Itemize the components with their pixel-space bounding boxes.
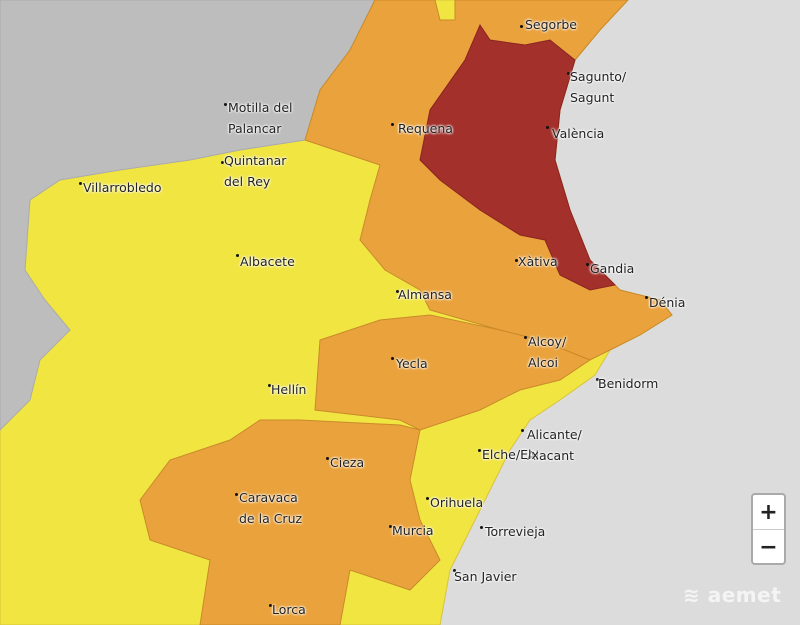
city-label-line: Requena xyxy=(398,121,453,136)
city-label: Yecla xyxy=(396,353,428,374)
city-dot xyxy=(586,263,589,266)
region-red xyxy=(419,23,617,291)
logo-text: aemet xyxy=(707,583,782,607)
city-label: Dénia xyxy=(649,292,685,313)
city-label-line: Orihuela xyxy=(430,495,484,510)
city-label-line: Almansa xyxy=(398,287,452,302)
city-label-line: Gandia xyxy=(590,261,635,276)
city-label-line: del Rey xyxy=(224,174,271,189)
city-dot xyxy=(391,357,394,360)
city-dot xyxy=(478,449,481,452)
city-label-line: de la Cruz xyxy=(239,511,303,526)
city-dot xyxy=(524,336,527,339)
city-dot xyxy=(426,497,429,500)
city-dot xyxy=(389,525,392,528)
region-orange-interior xyxy=(314,314,592,431)
zoom-in-button[interactable]: + xyxy=(753,495,784,530)
city-dot xyxy=(79,182,82,185)
city-label: Torrevieja xyxy=(485,521,545,542)
city-dot xyxy=(480,526,483,529)
city-label-line: Segorbe xyxy=(525,17,577,32)
city-dot xyxy=(236,254,239,257)
logo-wave-icon: ≋ xyxy=(683,583,701,607)
city-label-line: Alcoy/ xyxy=(528,334,567,349)
city-label: Sagunto/Sagunt xyxy=(570,66,626,108)
city-label: Murcia xyxy=(392,520,434,541)
city-label-line: Torrevieja xyxy=(485,524,546,539)
city-label: Almansa xyxy=(398,284,452,305)
city-dot xyxy=(567,72,570,75)
city-label: Albacete xyxy=(240,251,295,272)
zoom-control: + − xyxy=(751,493,786,565)
city-label: Benidorm xyxy=(598,373,658,394)
city-label-line: San Javier xyxy=(454,569,517,584)
city-label: Hellín xyxy=(271,379,306,400)
city-label-line: Villarrobledo xyxy=(83,180,162,195)
city-label-line: Benidorm xyxy=(598,376,659,391)
city-label-line: Elche/Elx xyxy=(482,447,539,462)
city-dot xyxy=(326,457,329,460)
city-label: Elche/Elx xyxy=(482,444,539,465)
city-label-line: Cieza xyxy=(330,455,365,470)
city-dot xyxy=(235,493,238,496)
city-label-line: Palancar xyxy=(228,121,282,136)
city-label-line: Sagunt xyxy=(570,90,615,105)
city-label: Segorbe xyxy=(525,14,577,35)
zoom-out-button[interactable]: − xyxy=(759,534,778,560)
city-label: Gandia xyxy=(590,258,634,279)
city-label-line: Alacant xyxy=(527,448,575,463)
city-label: Xàtiva xyxy=(518,251,558,272)
region-orange-murcia xyxy=(139,419,441,625)
city-label-line: Lorca xyxy=(272,602,306,617)
city-dot xyxy=(391,123,394,126)
city-label: Quintanar del Rey xyxy=(224,150,286,192)
city-label-line: Sagunto/ xyxy=(570,69,627,84)
city-label: Alcoy/Alcoi xyxy=(528,331,566,373)
city-dot xyxy=(546,126,549,129)
city-label: Caravaca de la Cruz xyxy=(239,487,302,529)
city-dot xyxy=(515,259,518,262)
city-dot xyxy=(221,161,224,164)
city-label: San Javier xyxy=(454,566,517,587)
city-dot xyxy=(224,103,227,106)
city-label-line: Motilla del xyxy=(228,100,293,115)
city-dot xyxy=(453,569,456,572)
city-dot xyxy=(268,384,271,387)
city-label: Alicante/Alacant xyxy=(527,424,582,466)
city-label-line: Yecla xyxy=(396,356,428,371)
city-label: Lorca xyxy=(272,599,306,620)
city-label-line: Alcoi xyxy=(528,355,559,370)
city-label-line: Albacete xyxy=(240,254,295,269)
city-dot xyxy=(269,604,272,607)
city-label-line: Murcia xyxy=(392,523,434,538)
city-label-line: Xàtiva xyxy=(518,254,558,269)
aemet-logo: ≋ aemet xyxy=(683,583,781,607)
city-label: Requena xyxy=(398,118,453,139)
city-dot xyxy=(396,290,399,293)
city-label-line: Dénia xyxy=(649,295,686,310)
city-label-line: Quintanar xyxy=(224,153,287,168)
city-label-line: Alicante/ xyxy=(527,427,582,442)
city-label: Cieza xyxy=(330,452,364,473)
city-dot xyxy=(645,296,648,299)
city-dot xyxy=(520,25,523,28)
city-label-line: Caravaca xyxy=(239,490,298,505)
city-dot xyxy=(596,378,599,381)
city-label-line: València xyxy=(552,126,605,141)
city-dot xyxy=(521,429,524,432)
city-label: Villarrobledo xyxy=(83,177,161,198)
city-label-line: Hellín xyxy=(271,382,307,397)
city-label: València xyxy=(552,123,604,144)
city-label: Orihuela xyxy=(430,492,483,513)
city-label: Motilla del Palancar xyxy=(228,97,292,139)
